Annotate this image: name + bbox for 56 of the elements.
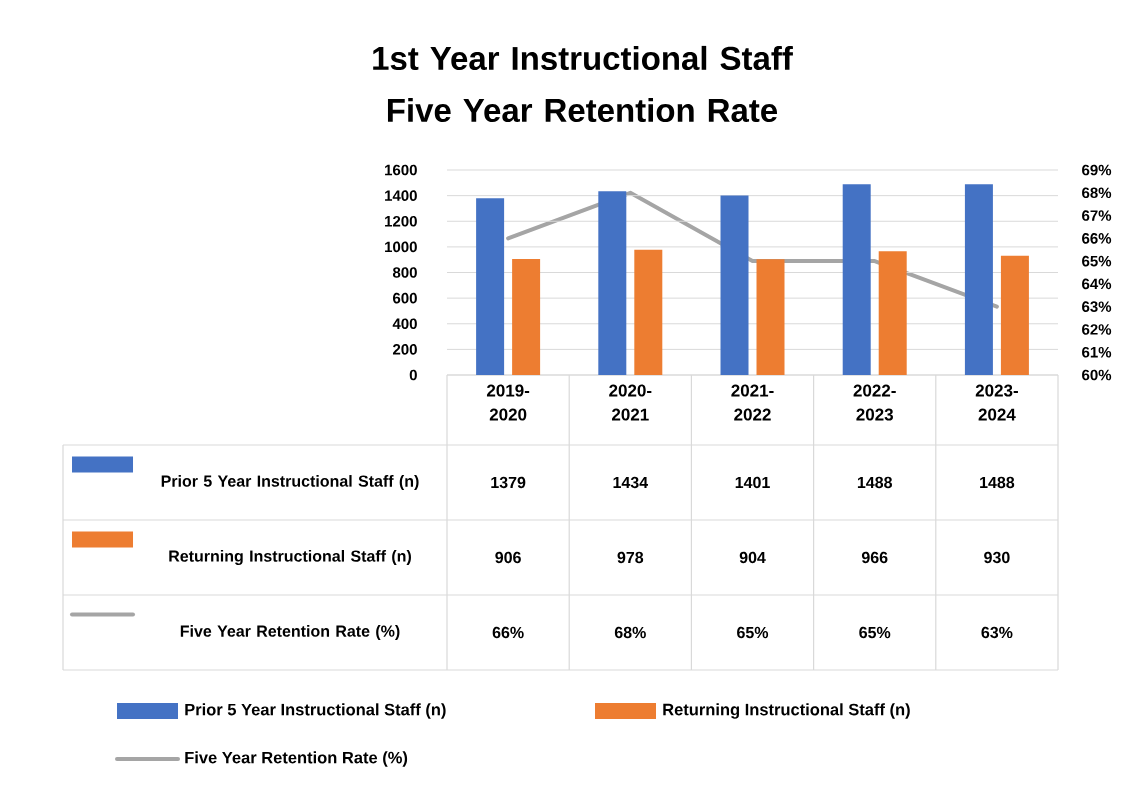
data-label: 68% (614, 626, 646, 639)
y2-tick-label: 61% (1082, 346, 1112, 358)
y2-tick-label: 64% (1082, 278, 1112, 290)
y-tick-label: 1000 (385, 241, 417, 253)
bar (476, 198, 505, 375)
x-tick-label: 2019-2020 (486, 384, 530, 421)
legend-label: Five Year Retention Rate (%) (185, 751, 408, 767)
data-label: 63% (981, 626, 1013, 639)
data-label: 978 (617, 551, 644, 564)
y2-tick-label: 62% (1082, 324, 1112, 335)
bar (512, 258, 541, 375)
y2-tick-label: 60% (1082, 369, 1112, 381)
bar (1000, 255, 1029, 375)
y2-tick-label: 63% (1082, 301, 1112, 312)
y2-tick-label: 69% (1082, 164, 1112, 176)
bar (634, 249, 663, 375)
legend-label: Prior 5 Year Instructional Staff (n) (185, 703, 446, 719)
text: Prior 5 Year Instructional Staff (n) (161, 475, 419, 490)
y-tick-label: 600 (393, 292, 417, 304)
y-tick-label: 1200 (385, 215, 417, 227)
chart-title: 1st Year Instructional Staff Five Year Retention Rate (373, 45, 793, 123)
x-tick-label: 2023-2024 (975, 384, 1018, 421)
data-label: 1488 (857, 476, 892, 489)
data-label: 930 (984, 551, 1010, 564)
data-label: 906 (495, 551, 521, 564)
bar (964, 184, 993, 375)
data-label: 65% (737, 626, 769, 639)
y-tick-label: 0 (409, 369, 417, 381)
bar (756, 259, 785, 375)
data-label: 1379 (491, 476, 526, 489)
x-tick-label: 2020-2021 (609, 384, 652, 421)
y-tick-label: 1600 (385, 164, 417, 176)
bar (878, 251, 907, 375)
x-tick-label: 2021-2022 (731, 384, 774, 421)
y2-tick-label: 67% (1082, 210, 1112, 221)
data-label: 904 (739, 551, 766, 564)
data-label: 1401 (735, 476, 770, 489)
legend-label: Returning Instructional Staff (n) (663, 703, 910, 719)
x-tick-label: 2022-2023 (853, 384, 896, 421)
text: Returning Instructional Staff (n) (169, 550, 411, 565)
y2-tick-label: 65% (1082, 255, 1112, 267)
y-tick-label: 200 (392, 344, 417, 355)
text: Five Year Retention Rate (%) (180, 625, 400, 640)
data-label: 1434 (613, 476, 649, 489)
bar (720, 195, 749, 375)
y-tick-label: 400 (392, 318, 417, 330)
y-tick-label: 1400 (385, 190, 417, 201)
y-tick-label: 800 (392, 267, 417, 278)
bar (842, 184, 871, 375)
data-label: 66% (492, 626, 524, 639)
data-label: 65% (859, 626, 891, 639)
data-label: 966 (861, 551, 888, 564)
bar (598, 191, 627, 375)
y2-tick-label: 66% (1082, 233, 1112, 244)
data-label: 1488 (980, 476, 1015, 489)
y2-tick-label: 68% (1082, 187, 1112, 199)
